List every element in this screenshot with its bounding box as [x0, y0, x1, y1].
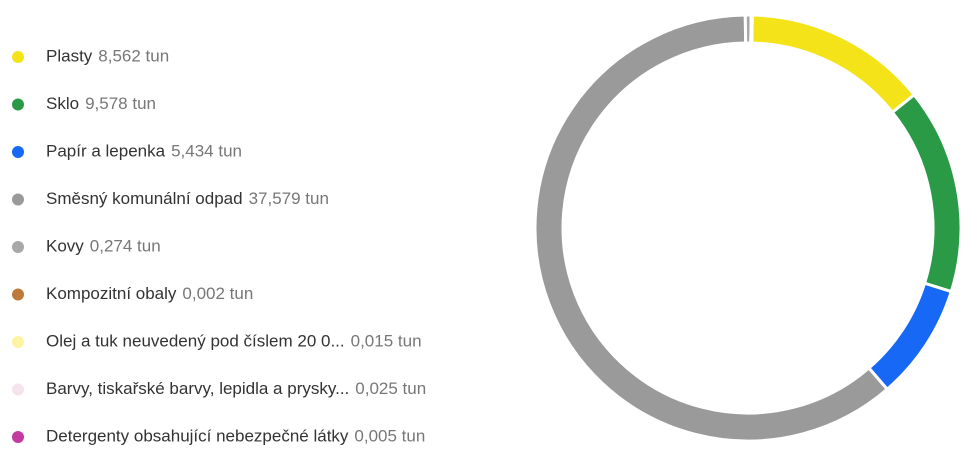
donut-slice: [866, 281, 954, 392]
donut-slice: [890, 92, 962, 294]
legend-label: Kompozitní obaly: [46, 284, 177, 303]
legend-value: 5,434 tun: [171, 141, 242, 160]
legend-label: Barvy, tiskařské barvy, lepidla a prysky…: [46, 379, 349, 398]
legend-swatch: [12, 98, 24, 111]
legend-value: 9,578 tun: [85, 94, 156, 113]
legend-value: 0,002 tun: [182, 284, 253, 303]
legend-value: 8,562 tun: [98, 46, 169, 65]
legend-value: 0,274 tun: [90, 236, 161, 255]
legend-swatch: [12, 146, 24, 158]
donut-slice: [750, 13, 754, 45]
legend-swatch: [12, 383, 24, 396]
legend-swatch: [12, 336, 24, 348]
legend-value: 0,025 tun: [355, 379, 426, 398]
donut-slice: [750, 13, 917, 115]
legend-swatch: [12, 193, 24, 206]
legend-swatch: [12, 431, 24, 443]
donut-slice: [533, 13, 890, 443]
legend-value: 0,005 tun: [354, 426, 425, 445]
legend-label: Plasty: [46, 46, 93, 65]
legend-label: Detergenty obsahující nebezpečné látky: [46, 426, 349, 445]
legend-value: 0,015 tun: [351, 331, 422, 350]
legend-label: Směsný komunální odpad: [46, 189, 243, 208]
legend-swatch: [12, 241, 24, 253]
legend-swatch: [12, 288, 24, 301]
legend-label: Sklo: [46, 94, 79, 113]
legend-label: Olej a tuk neuvedený pod číslem 20 0...: [46, 331, 345, 350]
legend-swatch: [12, 51, 24, 63]
legend-label: Kovy: [46, 236, 84, 255]
legend-label: Papír a lepenka: [46, 141, 166, 160]
legend-value: 37,579 tun: [249, 189, 329, 208]
